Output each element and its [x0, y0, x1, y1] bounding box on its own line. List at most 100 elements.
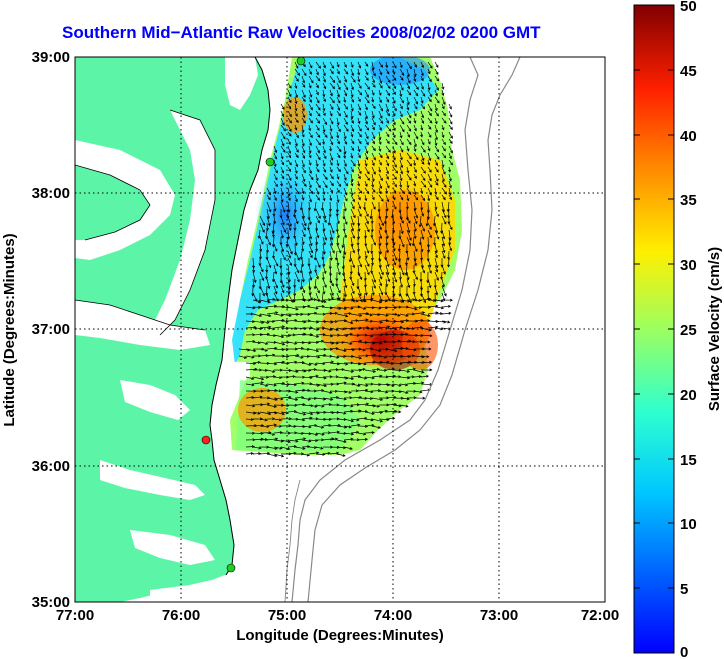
- velocity-arrow: [371, 173, 375, 183]
- velocity-arrow: [294, 418, 306, 422]
- velocity-arrow: [364, 110, 368, 120]
- velocity-arrow: [364, 431, 375, 435]
- velocity-arrow: [343, 376, 355, 381]
- velocity-arrow: [245, 320, 256, 324]
- velocity-arrow: [385, 159, 390, 167]
- velocity-arrow: [322, 194, 326, 202]
- velocity-arrow: [343, 117, 348, 126]
- site-marker: [265, 157, 275, 167]
- velocity-arrow: [273, 313, 284, 317]
- velocity-arrow: [252, 278, 256, 288]
- velocity-arrow: [448, 145, 453, 154]
- velocity-arrow: [252, 411, 261, 415]
- velocity-arrow: [329, 124, 333, 132]
- velocity-arrow: [308, 68, 312, 75]
- velocity-arrow: [308, 75, 314, 84]
- velocity-arrow: [413, 124, 417, 132]
- velocity-arrow: [385, 138, 390, 144]
- velocity-arrow: [364, 250, 368, 259]
- velocity-arrow: [273, 187, 277, 195]
- velocity-arrow: [287, 383, 298, 387]
- velocity-arrow: [433, 236, 437, 246]
- velocity-arrow: [350, 131, 354, 138]
- velocity-arrow: [378, 229, 383, 240]
- velocity-arrow: [315, 229, 320, 239]
- velocity-arrow: [448, 131, 453, 139]
- velocity-arrow: [308, 103, 313, 111]
- velocity-arrow: [418, 215, 422, 228]
- velocity-arrow: [313, 278, 317, 290]
- velocity-arrow: [308, 187, 314, 195]
- velocity-arrow: [406, 306, 418, 311]
- velocity-arrow: [441, 159, 445, 168]
- velocity-arrow: [315, 383, 328, 388]
- velocity-arrow: [343, 124, 349, 132]
- velocity-arrow: [357, 222, 361, 232]
- velocity-arrow: [293, 208, 297, 218]
- velocity-arrow: [350, 222, 355, 232]
- velocity-arrow: [266, 369, 276, 373]
- velocity-arrow: [294, 131, 299, 139]
- velocity-arrow: [385, 243, 389, 254]
- velocity-arrow: [406, 278, 411, 289]
- velocity-arrow: [420, 117, 425, 124]
- velocity-arrow: [294, 61, 299, 69]
- velocity-arrow: [294, 82, 298, 89]
- velocity-arrow: [329, 320, 338, 324]
- velocity-arrow: [287, 110, 292, 118]
- velocity-arrow: [287, 451, 297, 455]
- velocity-arrow: [315, 61, 321, 69]
- velocity-arrow: [287, 124, 292, 133]
- velocity-arrow: [378, 103, 383, 112]
- velocity-arrow: [329, 250, 333, 261]
- velocity-arrow: [322, 423, 332, 427]
- velocity-arrow: [308, 124, 312, 132]
- velocity-arrow: [343, 390, 352, 394]
- velocity-arrow: [259, 402, 271, 406]
- velocity-arrow: [392, 390, 402, 394]
- velocity-arrow: [252, 360, 261, 364]
- velocity-arrow: [448, 222, 453, 231]
- velocity-arrow: [357, 250, 361, 260]
- velocity-arrow: [273, 418, 283, 422]
- velocity-arrow: [357, 348, 366, 352]
- velocity-arrow: [371, 367, 380, 371]
- velocity-arrow: [259, 341, 269, 345]
- velocity-arrow: [392, 339, 401, 343]
- velocity-arrow: [252, 341, 261, 345]
- velocity-arrow: [448, 152, 452, 160]
- colorbar: 50 45 40 35 30 25 20 15 10 5 0 Surface V…: [633, 0, 723, 659]
- velocity-arrow: [294, 355, 304, 359]
- velocity-arrow: [371, 145, 376, 152]
- velocity-arrow: [420, 61, 424, 69]
- velocity-arrow: [357, 376, 368, 380]
- velocity-arrow: [392, 194, 396, 201]
- velocity-arrow: [329, 103, 334, 110]
- velocity-arrow: [336, 285, 341, 294]
- velocity-arrow: [273, 264, 278, 275]
- velocity-arrow: [441, 194, 446, 201]
- velocity-arrow: [266, 194, 271, 201]
- velocity-arrow: [308, 311, 318, 315]
- velocity-arrow: [308, 152, 312, 159]
- velocity-arrow: [413, 194, 419, 201]
- velocity-arrow: [441, 103, 445, 110]
- velocity-arrow: [392, 375, 402, 379]
- velocity-arrow: [322, 369, 332, 373]
- velocity-arrow: [287, 250, 292, 259]
- velocity-arrow: [392, 313, 401, 317]
- velocity-arrow: [308, 159, 312, 166]
- velocity-arrow: [413, 369, 425, 374]
- velocity-arrow: [448, 117, 453, 125]
- velocity-arrow: [425, 215, 429, 227]
- velocity-arrow: [315, 236, 319, 246]
- velocity-arrow: [378, 194, 384, 202]
- velocity-arrow: [350, 229, 356, 239]
- velocity-arrow: [287, 180, 292, 189]
- velocity-arrow: [350, 103, 354, 112]
- velocity-arrow: [392, 75, 397, 81]
- velocity-arrow: [406, 82, 411, 90]
- velocity-arrow: [357, 131, 362, 138]
- velocity-arrow: [343, 145, 347, 155]
- velocity-arrow: [364, 145, 369, 154]
